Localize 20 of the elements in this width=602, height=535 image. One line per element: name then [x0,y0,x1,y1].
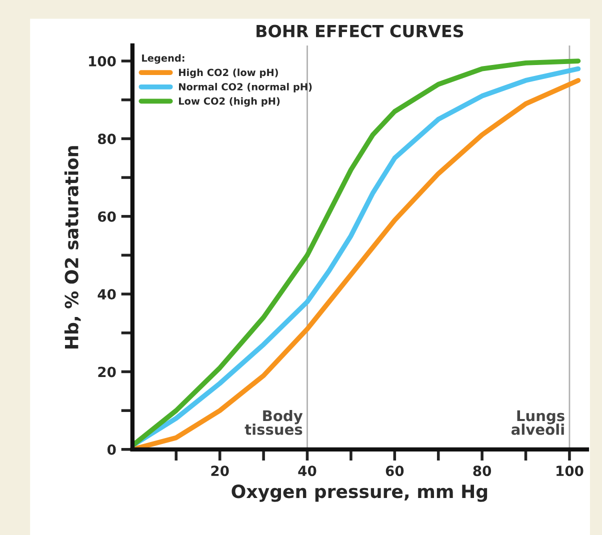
x-tick-label: 40 [298,466,316,476]
x-tick-label: 100 [556,466,584,476]
ref-line-label: Lungs alveoli [511,410,564,435]
chart-title: BOHR EFFECT CURVES [256,24,464,38]
x-axis-title: Oxygen pressure, mm Hg [232,484,488,502]
y-tick-label: 40 [98,289,116,300]
legend-title: Legend: [142,54,184,64]
legend-label: Low CO2 (high pH) [179,97,280,107]
y-tick-label: 100 [89,56,116,66]
x-tick-label: 60 [386,466,404,476]
ref-line-label: Body tissues [244,410,303,435]
legend-label: High CO2 (low pH) [179,68,278,78]
y-tick-label: 20 [98,366,116,378]
y-tick-label: 80 [98,134,116,144]
y-tick-label: 0 [107,444,116,455]
y-axis-title: Hb, % O2 saturation [64,146,81,348]
x-tick-label: 20 [211,466,229,476]
legend-label: Normal CO2 (normal pH) [179,82,312,92]
y-tick-label: 60 [98,211,116,222]
x-tick-label: 80 [473,466,492,476]
